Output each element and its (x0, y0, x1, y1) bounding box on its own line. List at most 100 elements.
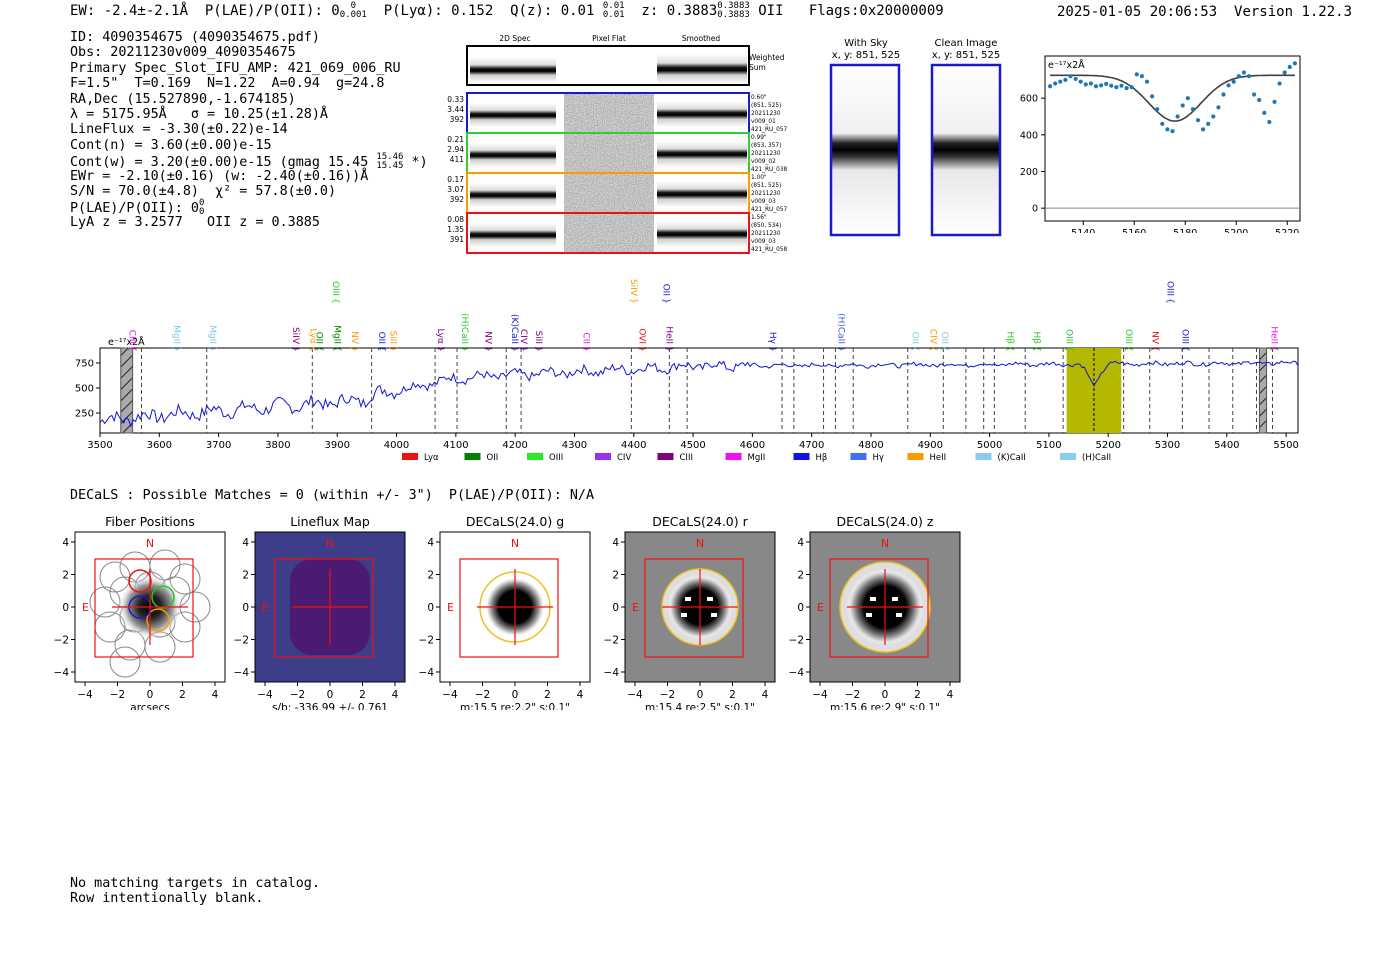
axis-ytick-label: 4 (62, 537, 69, 549)
with-sky-coords: x, y: 851, 525 (831, 50, 901, 61)
info-fibers: F=1.5" T=0.169 N=1.22 A=0.94 g=24.8 (70, 76, 385, 92)
info-lambda: λ = 5175.95Å σ = 10.25(±1.28)Å (70, 106, 328, 122)
line-label-text: OIII (330, 281, 340, 296)
fit-data-point (1206, 121, 1211, 126)
legend-swatch (725, 453, 742, 460)
axis-ytick-label: −2 (419, 635, 434, 647)
axis-xtick-label: 2 (729, 689, 736, 701)
line-label-text: Lyα (435, 329, 445, 345)
fit-data-point (1180, 103, 1185, 108)
line-label-brace: } (207, 346, 217, 352)
cutout-row-stat: 0.17 (447, 175, 464, 184)
fit-data-point (1099, 83, 1104, 88)
legend-label: Lyα (424, 453, 439, 463)
axis-ytick-label: 2 (797, 570, 804, 582)
line-label-brace: { (939, 346, 949, 352)
fit-plot-frame (1044, 55, 1301, 222)
cutout-row-meta: 1.56" (751, 215, 767, 221)
fit-data-point (1129, 85, 1134, 90)
cutout-row-meta: 20211230 (751, 111, 781, 117)
line-label-text: HeII (663, 326, 673, 344)
fit-data-point (1185, 96, 1190, 101)
spectrum-xtick-label: 3700 (206, 440, 231, 451)
spectrum-ytick-label: 500 (75, 384, 94, 395)
axis-ytick-label: 4 (427, 537, 434, 549)
fiber-orange (146, 608, 170, 632)
axis-xtick-label: 4 (762, 689, 769, 701)
line-label: OIII { (1064, 329, 1074, 352)
fit-data-point (1155, 107, 1160, 112)
legend-entry: HeII (907, 453, 947, 463)
axis-xtick-label: 4 (947, 689, 954, 701)
info-radec: RA,Dec (15.527890,-1.674185) (70, 91, 296, 107)
spectrum-xtick-label: 5500 (1273, 440, 1298, 451)
fit-data-point (1134, 72, 1139, 77)
legend-label: Hβ (816, 453, 828, 463)
fit-data-point (1221, 92, 1226, 97)
qz-value: Q(z): 0.01 0.01 0.01 (510, 1, 625, 20)
line-label-text: SiII (388, 330, 398, 344)
spectrum-xtick-label: 5300 (1155, 440, 1180, 451)
legend-label: HeII (930, 453, 947, 463)
line-label-brace: } (290, 346, 300, 352)
legend-swatch (907, 453, 924, 460)
axis-xtick-label: 0 (512, 689, 519, 701)
fiber-circle (109, 646, 141, 678)
legend-entry: OIII (527, 453, 563, 463)
legend-swatch (850, 453, 867, 460)
line-label-text: MgII (171, 325, 181, 344)
axis-ytick-label: 0 (242, 602, 249, 614)
line-label-brace: } (483, 346, 493, 352)
cutout-row-stat: 391 (450, 235, 465, 244)
spectrum-ytick-label: 750 (75, 359, 94, 370)
fit-data-point (1150, 94, 1155, 99)
cutout-box (274, 558, 374, 658)
cutout-smoothed (657, 141, 747, 167)
axis-ytick-label: 4 (797, 537, 804, 549)
panel-title: DECaLS(24.0) g (466, 514, 564, 529)
line-label-text: Hγ (767, 332, 777, 345)
axis-ytick-label: −2 (54, 635, 69, 647)
north-label: N (881, 537, 889, 550)
line-label-brace: { (330, 298, 340, 304)
line-label-brace: { (927, 346, 937, 352)
cutout-box (459, 558, 559, 658)
line-label-text: OII (939, 332, 949, 344)
axis-xtick-label: −4 (77, 689, 93, 701)
line-label-brace: } (580, 346, 590, 352)
line-label: SiIV} (628, 279, 638, 304)
fit-data-point (1068, 74, 1073, 79)
catalog-footer: No matching targets in catalog. Row inten… (70, 876, 320, 907)
line-label: CII} (580, 332, 590, 351)
axis-xtick-label: −4 (812, 689, 828, 701)
line-label-text: (K)CaII (509, 314, 519, 344)
legend-entry: (H)CaII (1060, 453, 1111, 463)
legend-entry: Hβ (793, 453, 828, 463)
fit-data-point (1211, 114, 1216, 119)
line-label: MgII} (171, 325, 181, 352)
legend-entry: Hγ (850, 453, 884, 463)
fit-data-point (1104, 81, 1109, 86)
line-label: Hβ { (1031, 331, 1041, 351)
line-label: OIII { (330, 281, 340, 304)
line-label-text: (H)CaII (835, 313, 845, 344)
fit-scale-label: e⁻¹⁷x2Å (1048, 59, 1085, 71)
fit-data-point (1201, 127, 1206, 132)
fit-data-point (1124, 85, 1129, 91)
line-label: Lyα} (435, 329, 445, 352)
cutout-row-meta: 421_RU_038 (751, 167, 788, 173)
fit-data-point (1257, 97, 1262, 103)
panel-title: Lineflux Map (290, 514, 370, 529)
line-label-text: OII (660, 284, 670, 296)
panel-title: DECaLS(24.0) z (837, 514, 934, 529)
legend-entry: OII (464, 453, 498, 463)
line-label-text: OIII (1064, 329, 1074, 344)
cutout-row-meta: (850, 534) (751, 223, 781, 229)
line-label-brace: } (663, 346, 673, 352)
axis-xtick-label: 2 (544, 689, 551, 701)
imaging-panel-5: DECaLS(24.0) z N E −4 −4 −2 −2 0 0 2 2 4 4 m:15.6 re:… (789, 514, 961, 710)
info-sn: S/N = 70.0(±4.8) χ² = 57.8(±0.0) (70, 183, 337, 199)
sum-label: Sum (749, 63, 766, 72)
line-label-brace: { (308, 346, 318, 352)
fit-data-point (1241, 70, 1246, 75)
